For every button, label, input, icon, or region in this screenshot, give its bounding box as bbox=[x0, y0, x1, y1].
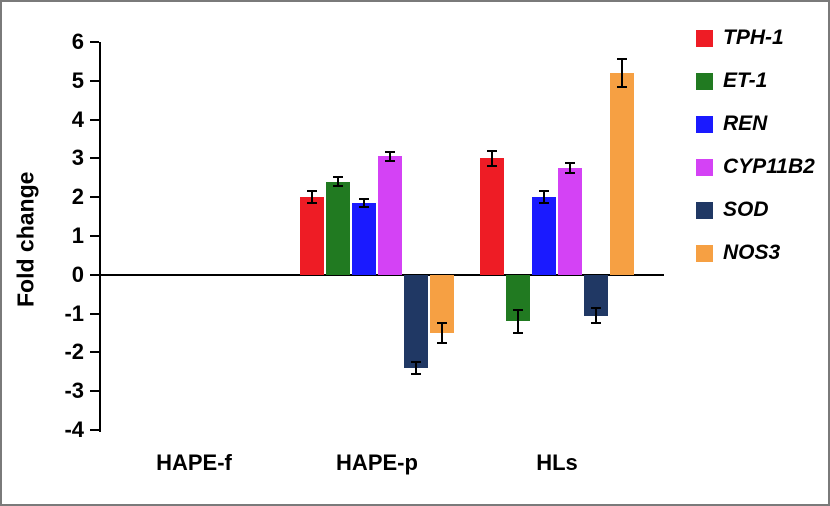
bar-ren-hls bbox=[532, 197, 556, 275]
y-tick-label: 6 bbox=[71, 29, 84, 54]
y-tick-label: -4 bbox=[64, 417, 84, 442]
y-tick-mark bbox=[90, 196, 99, 199]
error-bar-cap-top bbox=[411, 361, 421, 364]
error-bar-line bbox=[517, 309, 519, 333]
bar-tph-1-hape-p bbox=[300, 197, 324, 275]
error-bar-cap-top bbox=[513, 308, 523, 311]
x-category-label-hape-f: HAPE-f bbox=[156, 450, 232, 475]
y-tick-mark bbox=[90, 273, 99, 276]
error-bar-cap-bottom bbox=[565, 171, 575, 174]
y-tick-mark bbox=[90, 157, 99, 160]
error-bar-line bbox=[621, 59, 623, 87]
y-tick-label: 3 bbox=[71, 145, 84, 171]
legend-label-et-1: ET-1 bbox=[723, 69, 768, 92]
error-bar-cap-bottom bbox=[539, 202, 549, 205]
legend-label-ren: REN bbox=[723, 112, 768, 135]
error-bar-cap-bottom bbox=[437, 341, 447, 344]
y-tick-label: 4 bbox=[71, 106, 84, 132]
bar-ren-hape-p bbox=[352, 203, 376, 275]
error-bar-cap-bottom bbox=[617, 85, 627, 88]
error-bar-cap-top bbox=[333, 176, 343, 179]
error-bar-line bbox=[337, 177, 339, 187]
y-tick-mark bbox=[90, 312, 99, 315]
y-tick-mark bbox=[90, 79, 99, 82]
error-bar-cap-bottom bbox=[487, 165, 497, 168]
error-bar-line bbox=[441, 323, 443, 343]
error-bar-cap-top bbox=[565, 162, 575, 165]
bar-tph-1-hls bbox=[480, 158, 504, 275]
x-category-label-hls: HLs bbox=[536, 450, 578, 475]
error-bar-cap-top bbox=[539, 190, 549, 193]
error-bar-line bbox=[491, 150, 493, 167]
legend-label-nos3: NOS3 bbox=[723, 241, 781, 264]
bar-sod-hape-p bbox=[404, 274, 428, 368]
y-tick-mark bbox=[90, 390, 99, 393]
legend-label-cyp11b2: CYP11B2 bbox=[723, 155, 815, 178]
error-bar-line bbox=[415, 362, 417, 374]
y-tick-label: -3 bbox=[64, 378, 84, 404]
error-bar-line bbox=[595, 307, 597, 324]
y-tick-mark bbox=[90, 235, 99, 237]
error-bar-cap-bottom bbox=[591, 322, 601, 325]
error-bar-cap-top bbox=[437, 322, 447, 325]
error-bar-line bbox=[543, 191, 545, 203]
error-bar-cap-top bbox=[487, 149, 497, 152]
error-bar-line bbox=[569, 163, 571, 173]
error-bar-cap-bottom bbox=[513, 332, 523, 334]
y-tick-label: 1 bbox=[71, 223, 84, 248]
error-bar-cap-top bbox=[385, 150, 395, 153]
error-bar-line bbox=[311, 191, 313, 203]
y-tick-mark bbox=[90, 118, 99, 121]
y-tick-label: -1 bbox=[64, 300, 84, 326]
y-tick-label: 2 bbox=[71, 184, 84, 210]
bar-et-1-hape-p bbox=[326, 181, 350, 275]
error-bar-cap-bottom bbox=[385, 160, 395, 163]
legend-label-tph-1: TPH-1 bbox=[723, 26, 784, 49]
zero-baseline bbox=[99, 273, 664, 276]
legend-swatch-cyp11b2 bbox=[696, 159, 713, 176]
y-tick-mark bbox=[90, 351, 99, 354]
error-bar-cap-top bbox=[591, 306, 601, 309]
error-bar-line bbox=[389, 151, 391, 162]
bar-cyp11b2-hape-p bbox=[378, 156, 402, 275]
y-tick-label: -2 bbox=[64, 339, 84, 365]
y-tick-label: 0 bbox=[71, 261, 84, 287]
error-bar-cap-top bbox=[617, 58, 627, 61]
error-bar-cap-bottom bbox=[411, 372, 421, 375]
legend-swatch-tph-1 bbox=[696, 30, 713, 47]
error-bar-line bbox=[363, 199, 365, 207]
error-bar-cap-top bbox=[359, 198, 369, 201]
legend-swatch-et-1 bbox=[696, 73, 713, 90]
legend-swatch-sod bbox=[696, 202, 713, 219]
bar-nos3-hls bbox=[610, 73, 634, 275]
error-bar-cap-bottom bbox=[333, 185, 343, 188]
legend-label-sod: SOD bbox=[723, 198, 769, 221]
y-axis-line bbox=[99, 42, 101, 432]
bar-cyp11b2-hls bbox=[558, 168, 582, 275]
error-bar-cap-top bbox=[307, 190, 317, 193]
y-tick-mark bbox=[90, 41, 99, 43]
y-tick-mark bbox=[90, 429, 99, 431]
error-bar-cap-bottom bbox=[307, 202, 317, 205]
legend-swatch-ren bbox=[696, 116, 713, 133]
error-bar-cap-bottom bbox=[359, 205, 369, 208]
x-category-label-hape-p: HAPE-p bbox=[336, 450, 418, 475]
y-tick-label: 5 bbox=[71, 67, 84, 93]
legend-swatch-nos3 bbox=[696, 245, 713, 262]
